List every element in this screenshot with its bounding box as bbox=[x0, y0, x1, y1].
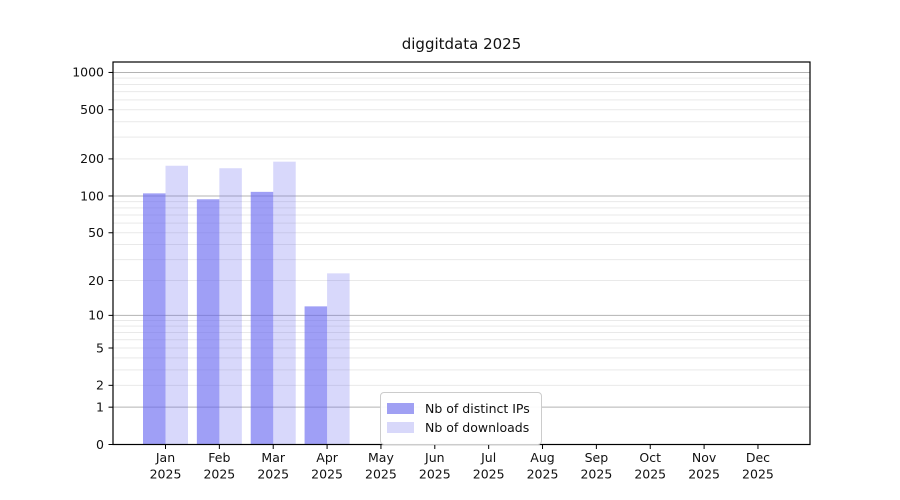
bar-nb-of-downloads-mar bbox=[273, 161, 296, 445]
y-tick-label: 50 bbox=[88, 225, 104, 240]
x-tick-label-month: Feb bbox=[208, 450, 230, 465]
x-tick-label-year: 2025 bbox=[311, 467, 343, 482]
x-tick-label-month: Jul bbox=[480, 450, 496, 465]
x-tick-label-year: 2025 bbox=[365, 467, 397, 482]
y-tick-label: 2 bbox=[96, 378, 104, 393]
y-tick-label: 5 bbox=[96, 340, 104, 355]
bar-nb-of-downloads-feb bbox=[219, 168, 242, 445]
x-tick-label-year: 2025 bbox=[203, 467, 235, 482]
x-tick-label-month: Aug bbox=[530, 450, 554, 465]
legend-label-distinct-ips: Nb of distinct IPs bbox=[425, 401, 530, 416]
x-tick-label-month: Jun bbox=[424, 450, 445, 465]
x-tick-label-year: 2025 bbox=[419, 467, 451, 482]
legend-label-downloads: Nb of downloads bbox=[425, 420, 530, 435]
bar-nb-of-distinct-ips-apr bbox=[304, 306, 328, 445]
legend: Nb of distinct IPs Nb of downloads bbox=[380, 392, 542, 445]
x-tick-label-month: Oct bbox=[639, 450, 661, 465]
bar-nb-of-downloads-jan bbox=[165, 165, 188, 445]
y-tick-label: 100 bbox=[80, 188, 104, 203]
x-tick-label-month: Sep bbox=[585, 450, 609, 465]
chart-title: diggitdata 2025 bbox=[401, 35, 522, 53]
bar-nb-of-distinct-ips-mar bbox=[250, 191, 274, 445]
x-tick-label-month: Jan bbox=[155, 450, 175, 465]
y-tick-label: 200 bbox=[80, 151, 104, 166]
x-tick-label-year: 2025 bbox=[150, 467, 182, 482]
y-tick-label: 20 bbox=[88, 273, 104, 288]
bar-nb-of-downloads-apr bbox=[327, 273, 350, 445]
bar-nb-of-distinct-ips-feb bbox=[196, 199, 220, 445]
x-tick-label-month: Nov bbox=[692, 450, 717, 465]
legend-item-downloads: Nb of downloads bbox=[387, 419, 532, 436]
x-tick-label-month: Dec bbox=[746, 450, 770, 465]
x-tick-label-month: May bbox=[368, 450, 394, 465]
x-tick-label-year: 2025 bbox=[580, 467, 612, 482]
bar-nb-of-distinct-ips-jan bbox=[143, 193, 166, 445]
x-tick-label-year: 2025 bbox=[257, 467, 289, 482]
x-tick-label-year: 2025 bbox=[742, 467, 774, 482]
x-tick-label-month: Apr bbox=[316, 450, 338, 465]
legend-item-distinct-ips: Nb of distinct IPs bbox=[387, 400, 532, 417]
legend-swatch-downloads bbox=[387, 422, 414, 433]
x-tick-label-year: 2025 bbox=[527, 467, 559, 482]
y-tick-label: 500 bbox=[80, 102, 104, 117]
x-tick-label-year: 2025 bbox=[688, 467, 720, 482]
legend-swatch-distinct-ips bbox=[387, 403, 414, 414]
x-tick-label-year: 2025 bbox=[473, 467, 505, 482]
y-tick-label: 1 bbox=[96, 399, 104, 414]
x-tick-label-year: 2025 bbox=[634, 467, 666, 482]
x-tick-label-month: Mar bbox=[261, 450, 285, 465]
y-tick-label: 0 bbox=[96, 437, 104, 452]
y-tick-label: 1000 bbox=[72, 65, 104, 80]
y-tick-label: 10 bbox=[88, 308, 104, 323]
